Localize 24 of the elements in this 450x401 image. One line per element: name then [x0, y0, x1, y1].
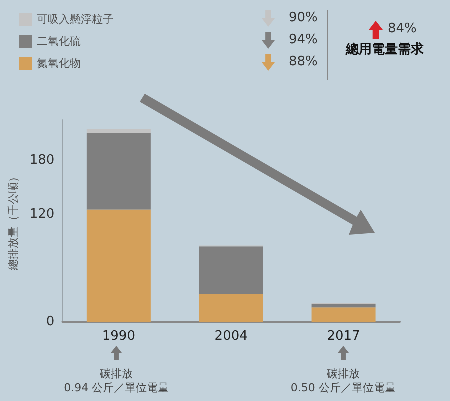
bar — [199, 246, 264, 294]
x-tick-label: 2017 — [327, 329, 360, 344]
bar — [199, 294, 264, 322]
text: 88% — [289, 54, 318, 70]
text: 碳排放 0.94 公斤／單位電量 — [64, 368, 170, 394]
x-tick-label: 1990 — [102, 329, 136, 344]
bar — [86, 210, 151, 322]
text: 碳排放 0.50 公斤／單位電量 — [290, 368, 396, 394]
x-tick-label: 2004 — [214, 329, 248, 344]
text: 84% — [388, 22, 417, 36]
legend-label: 二氧化硫 — [37, 35, 81, 48]
bar — [86, 128, 151, 134]
text: 90% — [289, 10, 318, 26]
text: 總用電量需求 — [345, 42, 425, 58]
legend-label: 可吸入懸浮粒子 — [37, 13, 114, 26]
bar — [312, 308, 376, 322]
y-tick-label: 120 — [30, 206, 55, 222]
bar — [312, 304, 376, 308]
text: 94% — [289, 32, 318, 48]
y-tick-label: 180 — [30, 152, 55, 168]
legend-label: 氮氧化物 — [37, 57, 81, 70]
y-tick-label: 0 — [46, 314, 55, 330]
y-axis-title: 總排放量（千公噸） — [7, 172, 20, 272]
bar — [86, 133, 151, 210]
